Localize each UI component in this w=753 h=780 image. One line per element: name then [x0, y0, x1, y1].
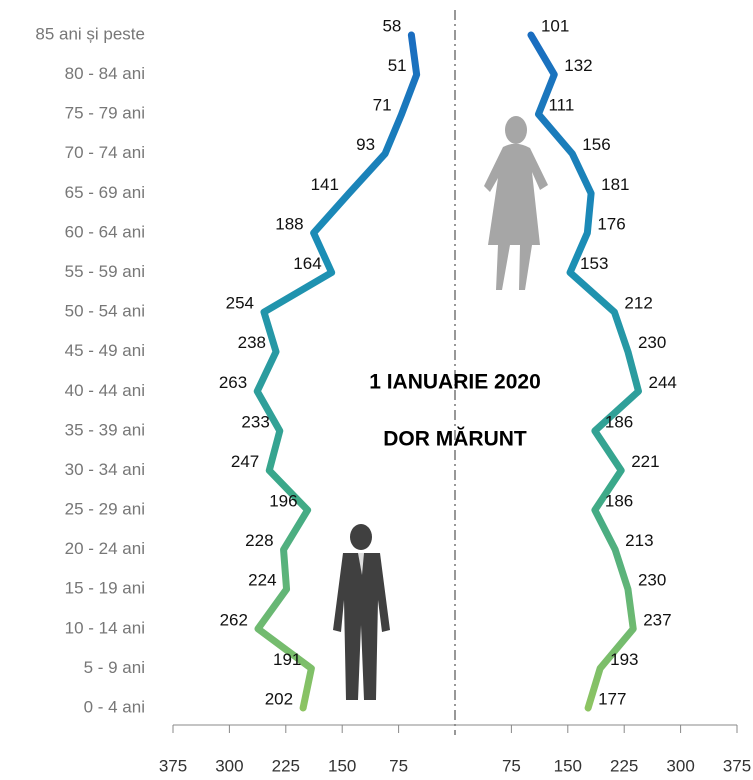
value-label: 71 [373, 96, 392, 115]
category-label: 70 - 74 ani [65, 143, 145, 162]
value-label: 51 [388, 56, 407, 75]
value-label: 212 [624, 294, 652, 313]
x-tick-label: 150 [328, 756, 356, 775]
value-label: 58 [382, 16, 401, 35]
value-label: 202 [265, 689, 293, 708]
value-label: 176 [597, 214, 625, 233]
x-tick-label: 300 [215, 756, 243, 775]
value-label: 213 [625, 531, 653, 550]
category-label: 0 - 4 ani [84, 697, 145, 716]
value-label: 186 [605, 492, 633, 511]
category-label: 40 - 44 ani [65, 381, 145, 400]
value-label: 221 [631, 452, 659, 471]
category-label: 25 - 29 ani [65, 500, 145, 519]
value-label: 164 [293, 254, 321, 273]
value-label: 230 [638, 333, 666, 352]
value-label: 177 [598, 689, 626, 708]
value-label: 262 [220, 610, 248, 629]
x-tick-label: 75 [502, 756, 521, 775]
x-tick-label: 375 [723, 756, 751, 775]
value-label: 228 [245, 531, 273, 550]
category-label: 20 - 24 ani [65, 539, 145, 558]
category-label: 85 ani și peste [35, 24, 145, 43]
value-label: 237 [643, 610, 671, 629]
value-label: 93 [356, 135, 375, 154]
value-label: 233 [241, 412, 269, 431]
value-label: 153 [580, 254, 608, 273]
population-line [253, 31, 421, 712]
woman-icon [484, 116, 548, 290]
category-label: 30 - 34 ani [65, 460, 145, 479]
category-label: 45 - 49 ani [65, 341, 145, 360]
x-tick-label: 225 [610, 756, 638, 775]
value-label: 191 [273, 650, 301, 669]
value-label: 111 [548, 96, 574, 115]
x-tick-label: 75 [389, 756, 408, 775]
x-tick-label: 375 [159, 756, 187, 775]
value-label: 186 [605, 412, 633, 431]
value-label: 247 [231, 452, 259, 471]
annotation: DOR MĂRUNT [383, 428, 527, 451]
value-label: 238 [238, 333, 266, 352]
category-label: 15 - 19 ani [65, 579, 145, 598]
value-label: 254 [226, 294, 254, 313]
x-tick-label: 300 [666, 756, 694, 775]
category-label: 80 - 84 ani [65, 64, 145, 83]
category-label: 75 - 79 ani [65, 104, 145, 123]
category-label: 10 - 14 ani [65, 618, 145, 637]
category-label: 60 - 64 ani [65, 222, 145, 241]
value-label: 132 [564, 56, 592, 75]
category-label: 35 - 39 ani [65, 420, 145, 439]
category-label: 5 - 9 ani [84, 658, 145, 677]
value-label: 263 [219, 373, 247, 392]
category-label: 65 - 69 ani [65, 183, 145, 202]
category-label: 55 - 59 ani [65, 262, 145, 281]
value-label: 230 [638, 571, 666, 590]
category-label: 50 - 54 ani [65, 302, 145, 321]
value-label: 101 [541, 16, 569, 35]
annotation: 1 IANUARIE 2020 [369, 371, 541, 394]
x-tick-label: 150 [554, 756, 582, 775]
value-label: 156 [582, 135, 610, 154]
value-label: 244 [648, 373, 676, 392]
value-label: 193 [610, 650, 638, 669]
value-label: 141 [311, 175, 339, 194]
man-icon [333, 524, 390, 700]
value-label: 224 [248, 571, 276, 590]
x-tick-label: 225 [272, 756, 300, 775]
population-line [527, 31, 642, 712]
value-label: 181 [601, 175, 629, 194]
value-label: 188 [275, 214, 303, 233]
value-label: 196 [269, 492, 297, 511]
